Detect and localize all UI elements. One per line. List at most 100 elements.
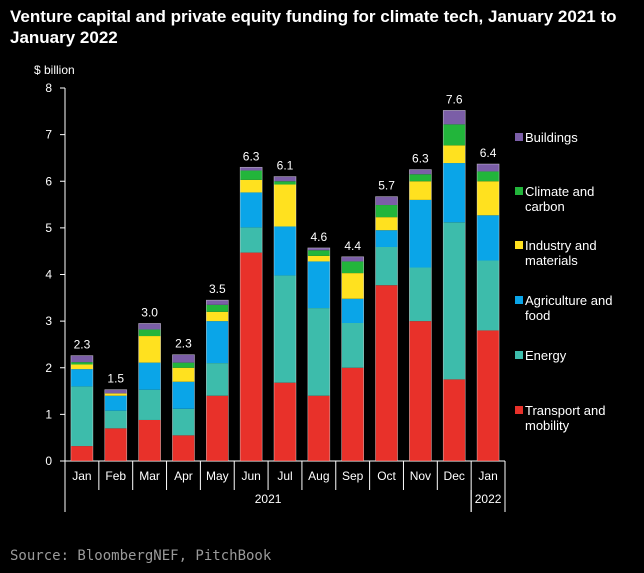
legend-swatch — [515, 406, 523, 414]
bar-segment — [70, 362, 93, 365]
bar-segment — [138, 329, 161, 337]
y-tick-label: 3 — [45, 314, 52, 328]
bar-segment — [409, 267, 432, 322]
bar-segment — [70, 364, 93, 370]
total-data-label: 4.6 — [311, 230, 328, 244]
x-tick-label: Apr — [174, 469, 193, 483]
bar-segment — [70, 355, 93, 363]
y-tick-label: 1 — [45, 407, 52, 421]
bar-segment — [206, 363, 229, 396]
y-tick-label: 6 — [45, 174, 52, 188]
total-data-label: 5.7 — [378, 179, 395, 193]
total-data-label: 6.1 — [277, 159, 294, 173]
bar-segment — [70, 446, 93, 461]
y-axis-label: $ billion — [34, 63, 75, 77]
bar-segment — [409, 169, 432, 175]
bar-outline — [409, 169, 432, 462]
legend-swatch — [515, 187, 523, 195]
x-tick-label: Aug — [308, 469, 329, 483]
x-tick-label: Jan — [72, 469, 91, 483]
bar-segment — [274, 176, 296, 182]
bar-segment — [206, 304, 229, 312]
total-data-label: 2.3 — [175, 337, 192, 351]
bar-segment — [443, 163, 466, 223]
x-tick-label: Jan — [478, 469, 497, 483]
bars-group — [70, 110, 500, 462]
x-tick-label: Mar — [139, 469, 160, 483]
year-group-label: 2021 — [255, 492, 282, 506]
bar-segment — [409, 321, 432, 461]
y-tick-label: 5 — [45, 221, 52, 235]
bar-segment — [172, 381, 195, 409]
legend-swatch — [515, 241, 523, 249]
legend-label: mobility — [525, 418, 570, 433]
bar-segment — [274, 226, 296, 276]
total-data-label: 6.4 — [480, 146, 497, 160]
total-data-label: 3.0 — [141, 305, 158, 319]
bar-segment — [104, 389, 127, 394]
total-data-label: 6.3 — [243, 149, 260, 163]
total-data-label: 2.3 — [74, 338, 91, 352]
bar-segment — [477, 181, 500, 216]
bar-segment — [70, 369, 93, 387]
bar-segment — [375, 246, 398, 286]
bar-segment — [375, 217, 398, 231]
bar-segment — [443, 145, 466, 164]
bar-segment — [104, 428, 127, 461]
bar-segment — [409, 199, 432, 268]
bar-segment — [240, 179, 263, 193]
legend-label: Agriculture and — [525, 293, 612, 308]
bar-segment — [307, 261, 330, 309]
bar-segment — [307, 395, 330, 461]
bar-segment — [274, 184, 296, 227]
bar-segment — [138, 389, 161, 420]
bar-outline — [476, 163, 500, 462]
bar-outline — [70, 355, 94, 462]
bar-segment — [375, 196, 398, 206]
bar-segment — [274, 181, 296, 185]
bar-segment — [206, 300, 229, 305]
legend-label: Industry and — [525, 238, 597, 253]
x-tick-label: Jun — [241, 469, 260, 483]
bar-segment — [206, 395, 229, 461]
bar-outline — [104, 389, 128, 462]
legend-swatch — [515, 133, 523, 141]
legend-label: Buildings — [525, 130, 578, 145]
bar-segment — [375, 205, 398, 218]
bar-outline — [442, 110, 466, 462]
bar-outline — [307, 247, 331, 462]
x-tick-label: May — [206, 469, 229, 483]
bar-segment — [104, 393, 127, 396]
bar-outline — [138, 323, 161, 462]
bar-segment — [240, 227, 263, 253]
source-note: Source: BloombergNEF, PitchBook — [10, 548, 272, 564]
axes-group: $ billion 0 1 2 3 4 5 6 7 8 Jan Feb Mar Apr May Jun Jul A… — [34, 63, 506, 512]
bar-segment — [409, 181, 432, 200]
bar-segment — [341, 298, 364, 323]
x-tick-label: Oct — [377, 469, 396, 483]
bar-segment — [206, 311, 229, 322]
bar-segment — [307, 247, 330, 251]
total-data-label: 1.5 — [107, 372, 124, 386]
bar-segment — [138, 336, 161, 363]
bar-segment — [138, 419, 161, 461]
legend-label: Transport and — [525, 403, 605, 418]
legend-label: carbon — [525, 199, 565, 214]
bar-segment — [307, 308, 330, 396]
bar-outline — [172, 354, 195, 462]
bar-segment — [375, 230, 398, 247]
bar-segment — [172, 362, 195, 368]
x-tick-label: Feb — [105, 469, 126, 483]
bar-segment — [477, 260, 500, 331]
bar-segment — [477, 171, 500, 182]
bar-segment — [70, 386, 93, 447]
bar-outline — [206, 299, 229, 462]
bar-outline — [341, 256, 364, 462]
bar-segment — [240, 192, 263, 228]
legend-swatch — [515, 296, 523, 304]
bar-segment — [375, 285, 398, 461]
bar-segment — [341, 322, 364, 368]
bar-segment — [138, 323, 161, 330]
